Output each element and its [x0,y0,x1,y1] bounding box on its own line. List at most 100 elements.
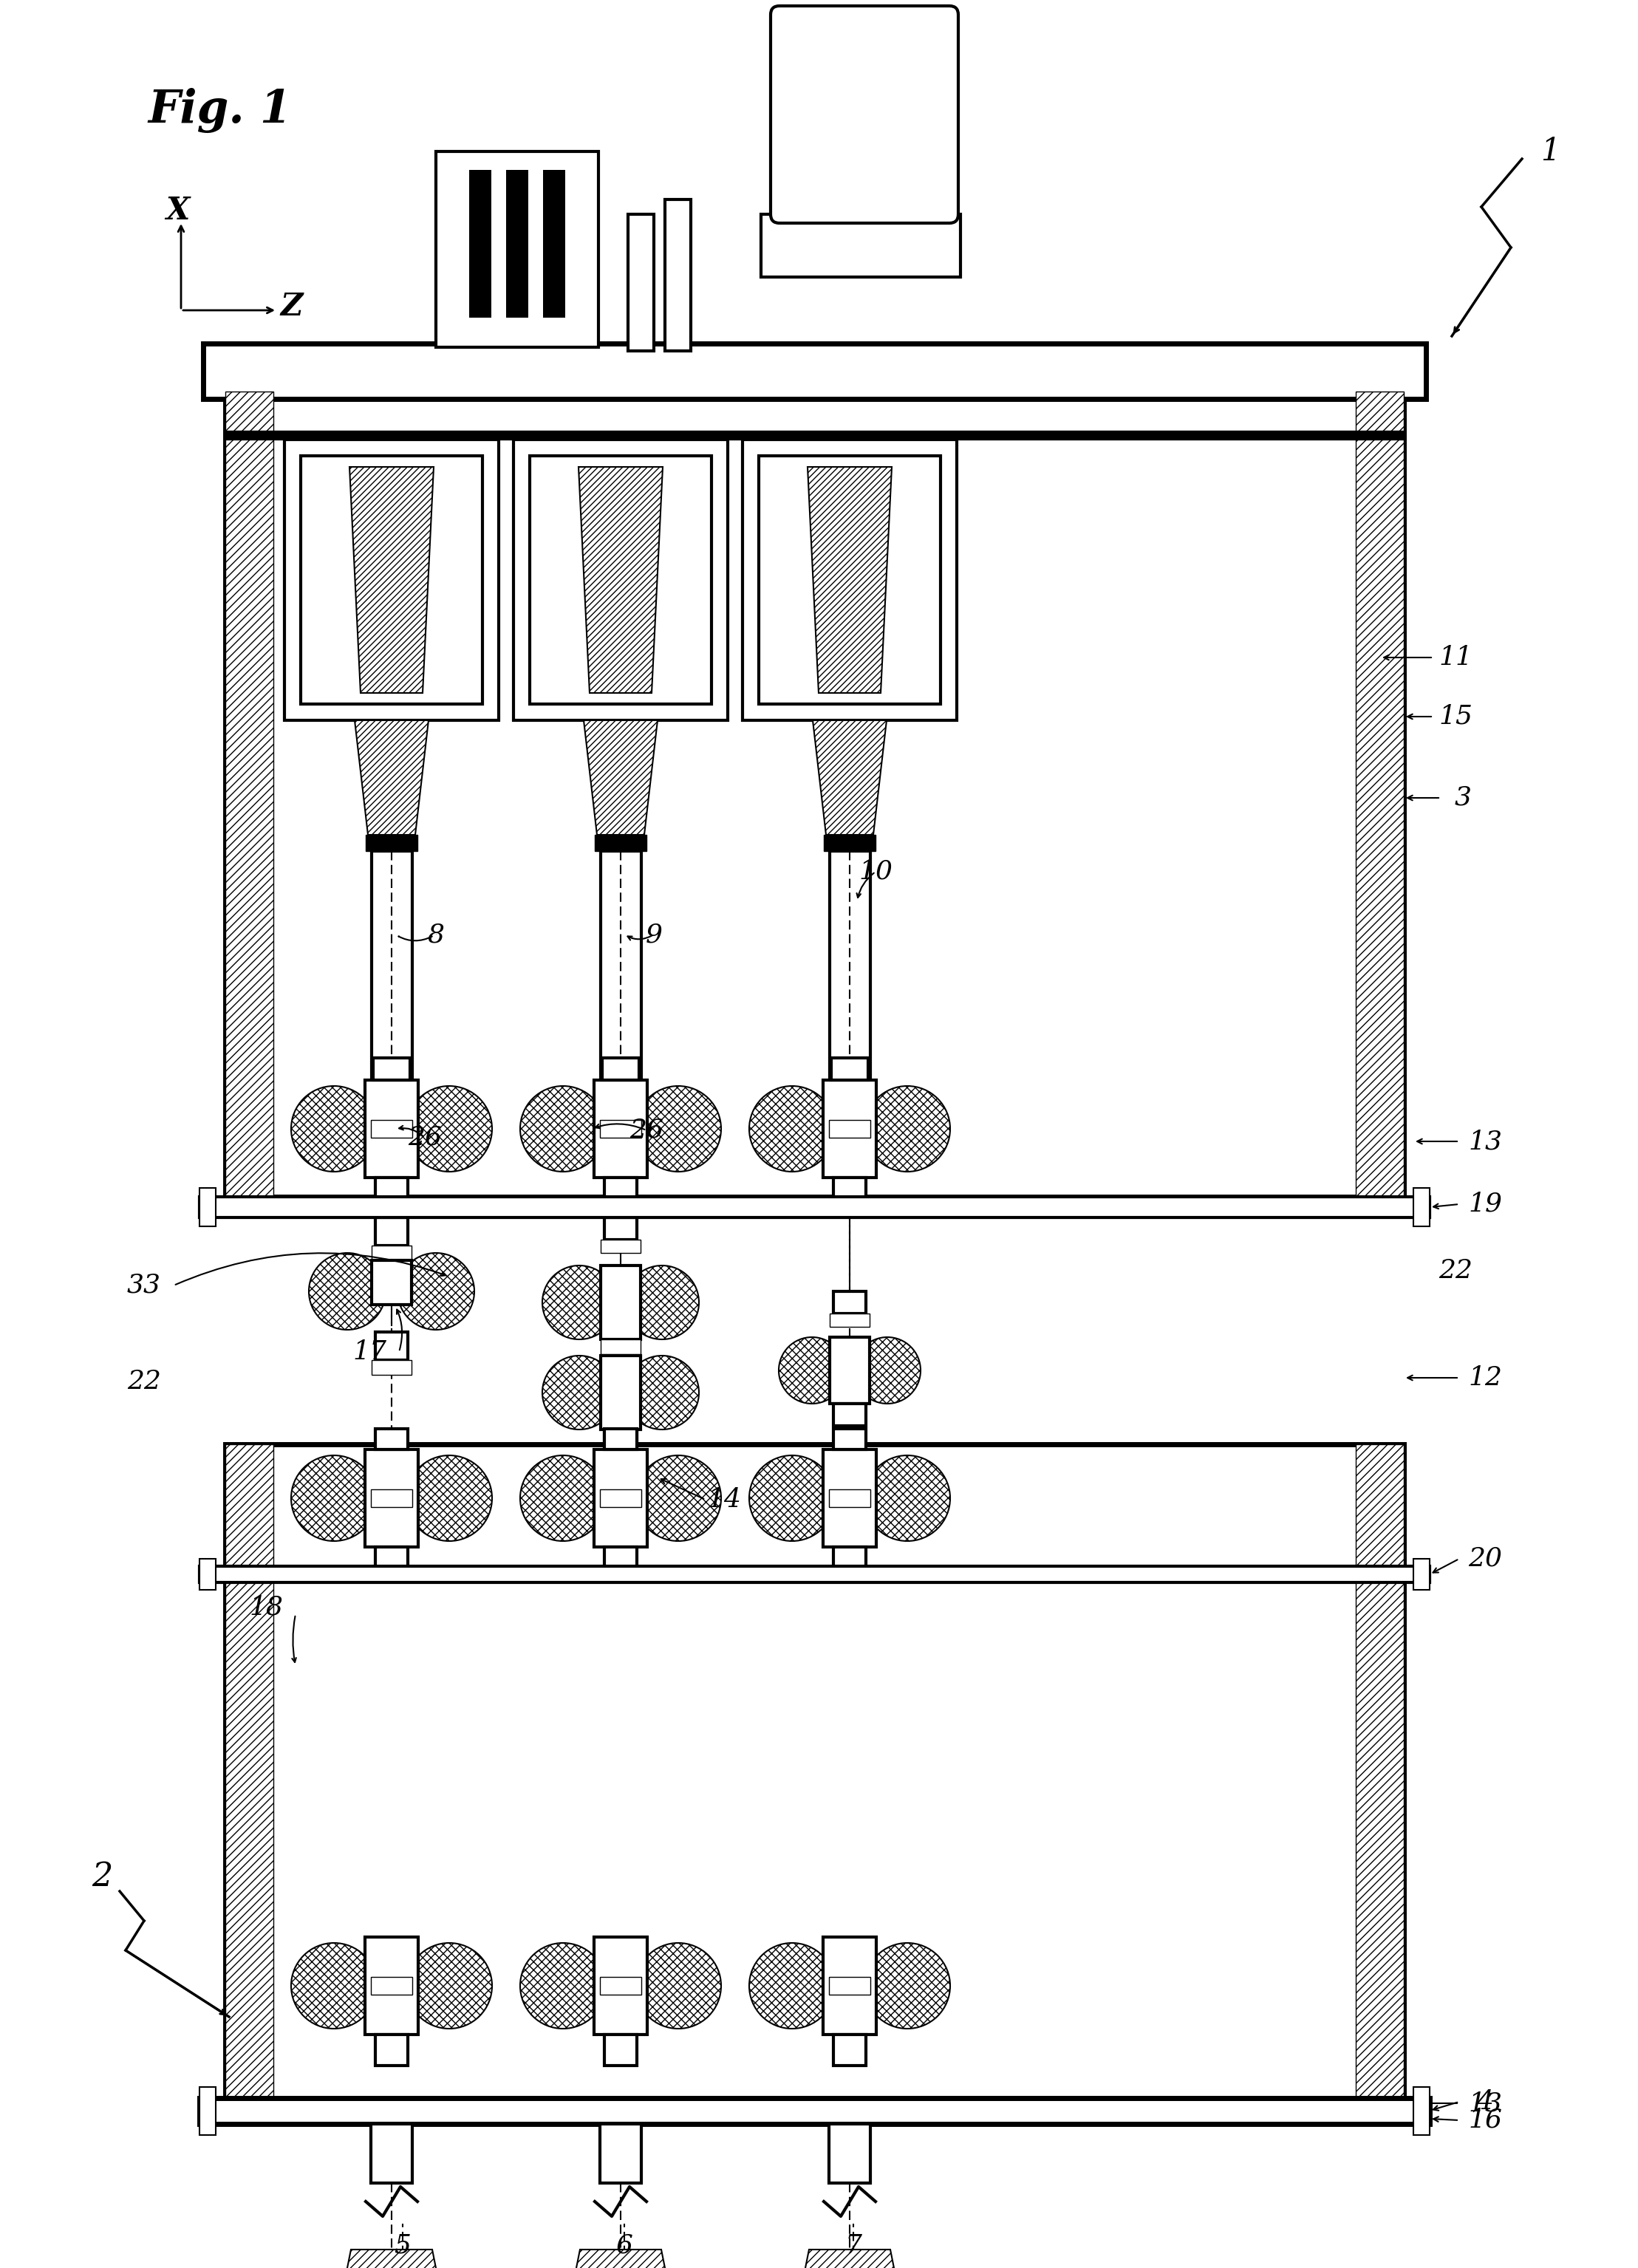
Bar [627,213,654,352]
Circle shape [865,1086,950,1173]
Polygon shape [349,467,434,694]
Bar [834,1429,867,1449]
Bar [834,1404,867,1427]
Circle shape [865,1944,950,2028]
Polygon shape [226,392,274,1198]
Polygon shape [336,2250,447,2268]
Circle shape [749,1086,835,1173]
Bar [226,431,1404,440]
Polygon shape [565,2250,676,2268]
Bar [830,1313,870,1327]
Bar [604,2034,637,2066]
Circle shape [292,1944,377,2028]
Bar [600,2123,642,2184]
Circle shape [406,1944,491,2028]
Polygon shape [578,467,663,694]
Text: 12: 12 [1468,1365,1502,1390]
Polygon shape [583,721,657,835]
Bar [375,1331,408,1361]
Bar [200,1198,1430,1218]
Bar [529,456,711,703]
Bar [372,850,413,1105]
Bar [468,170,491,318]
Text: 4: 4 [1476,2089,1494,2114]
Circle shape [865,1456,950,1540]
Text: 22: 22 [1438,1259,1473,1284]
Circle shape [406,1456,491,1540]
Text: 13: 13 [1468,2091,1502,2116]
Text: X: X [165,195,190,227]
Bar [370,1490,413,1506]
Circle shape [292,1456,377,1540]
Bar [1414,1558,1430,1590]
Circle shape [626,1266,699,1340]
Bar [830,1057,868,1080]
Bar [226,392,1404,1198]
Bar [604,1177,637,1216]
Bar [372,1261,411,1304]
Circle shape [636,1086,721,1173]
Bar [365,835,418,850]
Bar [375,2034,408,2066]
Text: 10: 10 [858,860,893,885]
Text: 3: 3 [1455,785,1471,810]
Bar [200,1188,216,1227]
Bar [372,1361,411,1374]
Bar [762,213,960,277]
Bar [829,1120,870,1139]
Bar [1414,1188,1430,1227]
Text: 9: 9 [645,923,662,948]
Bar [544,170,565,318]
Text: 14: 14 [708,1488,740,1513]
Bar [1414,2087,1430,2134]
Circle shape [398,1252,475,1329]
Text: 1: 1 [1540,136,1559,168]
Circle shape [853,1338,921,1404]
Bar [604,1218,637,1241]
Bar [513,440,727,721]
Circle shape [521,1944,606,2028]
Circle shape [521,1456,606,1540]
Text: 16: 16 [1468,2107,1502,2132]
Circle shape [521,1086,606,1173]
Circle shape [626,1356,699,1429]
Circle shape [542,1266,616,1340]
Bar [758,456,940,703]
Text: 26: 26 [408,1125,442,1150]
Bar [830,850,870,1105]
Bar [603,1057,639,1080]
Bar [370,2123,413,2184]
FancyBboxPatch shape [770,7,958,222]
Bar [301,456,483,703]
Bar [595,1080,647,1177]
Bar [595,1937,647,2034]
Bar [829,1978,870,1994]
Bar [601,1340,640,1354]
Polygon shape [1356,1445,1404,2098]
Circle shape [292,1086,377,1173]
Polygon shape [812,721,886,835]
Circle shape [636,1456,721,1540]
Bar [601,1266,640,1340]
Circle shape [636,1944,721,2028]
Bar [822,1449,876,1547]
Bar [830,1338,870,1404]
Text: 8: 8 [398,934,437,941]
Text: Z: Z [280,290,303,322]
Circle shape [749,1944,835,2028]
Bar [375,1218,408,1245]
Bar [742,440,957,721]
Polygon shape [203,342,1427,399]
Bar [285,440,498,721]
Circle shape [406,1086,491,1173]
Bar [370,1978,413,1994]
Bar [829,1490,870,1506]
Bar [226,1445,1404,2098]
Text: 2: 2 [92,1860,113,1892]
Bar [600,1978,642,1994]
Bar [365,1449,418,1547]
Bar [436,152,598,347]
Bar [595,835,647,850]
Text: 17: 17 [352,1340,387,1365]
Bar [200,2098,1430,2123]
